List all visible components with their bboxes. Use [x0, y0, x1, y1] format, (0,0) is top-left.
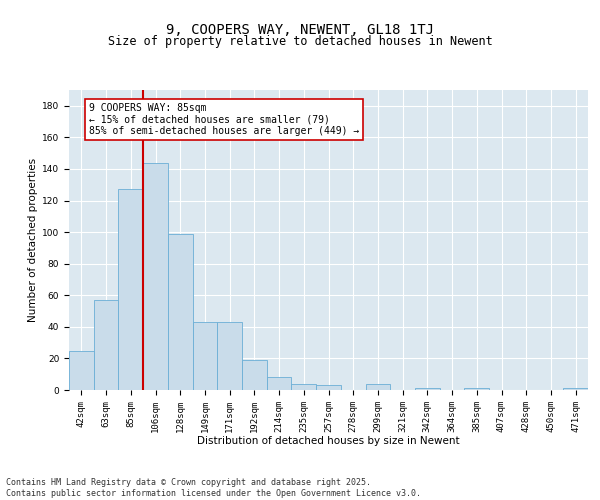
Bar [267, 378, 292, 390]
Bar [292, 384, 316, 390]
Y-axis label: Number of detached properties: Number of detached properties [28, 158, 38, 322]
Bar [118, 190, 143, 390]
Bar [242, 360, 267, 390]
Bar [316, 386, 341, 390]
Bar [464, 388, 489, 390]
Bar [193, 322, 217, 390]
Bar [94, 300, 118, 390]
Text: Size of property relative to detached houses in Newent: Size of property relative to detached ho… [107, 35, 493, 48]
Text: 9, COOPERS WAY, NEWENT, GL18 1TJ: 9, COOPERS WAY, NEWENT, GL18 1TJ [166, 22, 434, 36]
Bar [143, 162, 168, 390]
Text: 9 COOPERS WAY: 85sqm
← 15% of detached houses are smaller (79)
85% of semi-detac: 9 COOPERS WAY: 85sqm ← 15% of detached h… [89, 102, 359, 136]
X-axis label: Distribution of detached houses by size in Newent: Distribution of detached houses by size … [197, 436, 460, 446]
Bar [563, 388, 588, 390]
Text: Contains HM Land Registry data © Crown copyright and database right 2025.
Contai: Contains HM Land Registry data © Crown c… [6, 478, 421, 498]
Bar [415, 388, 440, 390]
Bar [69, 350, 94, 390]
Bar [217, 322, 242, 390]
Bar [168, 234, 193, 390]
Bar [365, 384, 390, 390]
